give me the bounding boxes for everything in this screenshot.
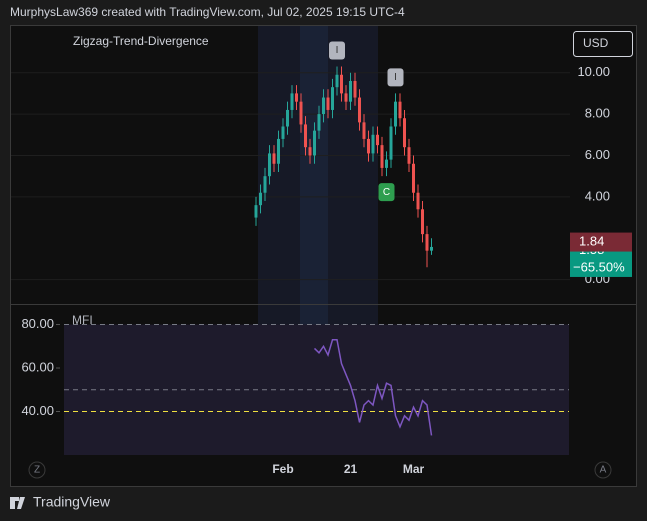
candle-body <box>272 153 276 164</box>
indicator-title: Zigzag-Trend-Divergence <box>73 34 209 48</box>
price-label-box <box>570 232 632 252</box>
candle-body <box>403 118 406 148</box>
logo <box>10 497 25 509</box>
y-tick-label: 8.00 <box>585 106 610 121</box>
candle-body <box>398 101 402 119</box>
candle-body <box>313 130 316 156</box>
candle-body <box>344 93 348 102</box>
candle-body <box>295 93 298 102</box>
y-tick-label: 60.00 <box>21 359 54 374</box>
candle-body <box>331 87 334 110</box>
signal-marker <box>329 41 345 60</box>
candle-body <box>371 134 375 154</box>
signal-label: I <box>336 45 339 56</box>
candle-body <box>322 97 325 115</box>
candle-body <box>367 138 370 154</box>
candle-body <box>254 205 258 218</box>
candle-body <box>299 101 303 125</box>
a-button[interactable] <box>594 461 612 479</box>
candle-body <box>389 126 393 160</box>
candle-body <box>412 163 415 193</box>
price-label: 1.84 <box>579 234 604 249</box>
y-tick-label: 6.00 <box>585 147 610 162</box>
candle-body <box>268 153 271 177</box>
y-tick-label: 10.00 <box>577 64 610 79</box>
candle-body <box>416 192 420 210</box>
footer: TradingView <box>33 494 111 510</box>
candle-body <box>358 97 361 123</box>
x-tick-label: 21 <box>344 462 358 476</box>
candle-body <box>277 138 280 164</box>
signal-marker <box>378 183 395 202</box>
candle-body <box>407 147 411 164</box>
candle-body <box>326 97 330 110</box>
candle-body <box>304 124 307 148</box>
candle-body <box>290 93 294 110</box>
candle-body <box>430 246 433 251</box>
signal-label: I <box>394 72 397 83</box>
series-name: MFI <box>72 313 93 327</box>
y-tick-label: 80.00 <box>21 316 54 331</box>
header: MurphysLaw369 created with TradingView.c… <box>10 5 405 19</box>
y-tick-label: 4.00 <box>585 188 610 203</box>
candle-body <box>380 145 384 168</box>
candle-body <box>353 80 357 98</box>
currency[interactable]: USD <box>583 36 609 50</box>
candle-body <box>421 209 424 235</box>
change-label: −65.50% <box>573 259 625 274</box>
candle-body <box>259 192 262 206</box>
candle-body <box>340 74 343 94</box>
currency-button[interactable] <box>573 31 633 57</box>
candle-body <box>349 80 352 102</box>
y-tick-label: 40.00 <box>21 403 54 418</box>
x-tick-label: Mar <box>403 462 425 476</box>
signal-label: C <box>383 187 390 198</box>
z-label[interactable]: Z <box>34 465 40 476</box>
z-button[interactable] <box>28 461 46 479</box>
x-tick-label: Feb <box>272 462 293 476</box>
candle-body <box>385 159 388 168</box>
candle-body <box>286 109 289 127</box>
candle-body <box>263 176 267 193</box>
candle-body <box>308 147 312 156</box>
candle-body <box>394 101 397 127</box>
candle-body <box>317 114 321 131</box>
a-label[interactable]: A <box>600 465 607 476</box>
candle-body <box>281 126 285 139</box>
mfi-line <box>313 338 433 436</box>
candle-body <box>376 134 379 146</box>
signal-marker <box>387 68 404 87</box>
candle-body <box>362 122 366 139</box>
candle-body <box>425 234 429 251</box>
candle-body <box>335 74 339 88</box>
